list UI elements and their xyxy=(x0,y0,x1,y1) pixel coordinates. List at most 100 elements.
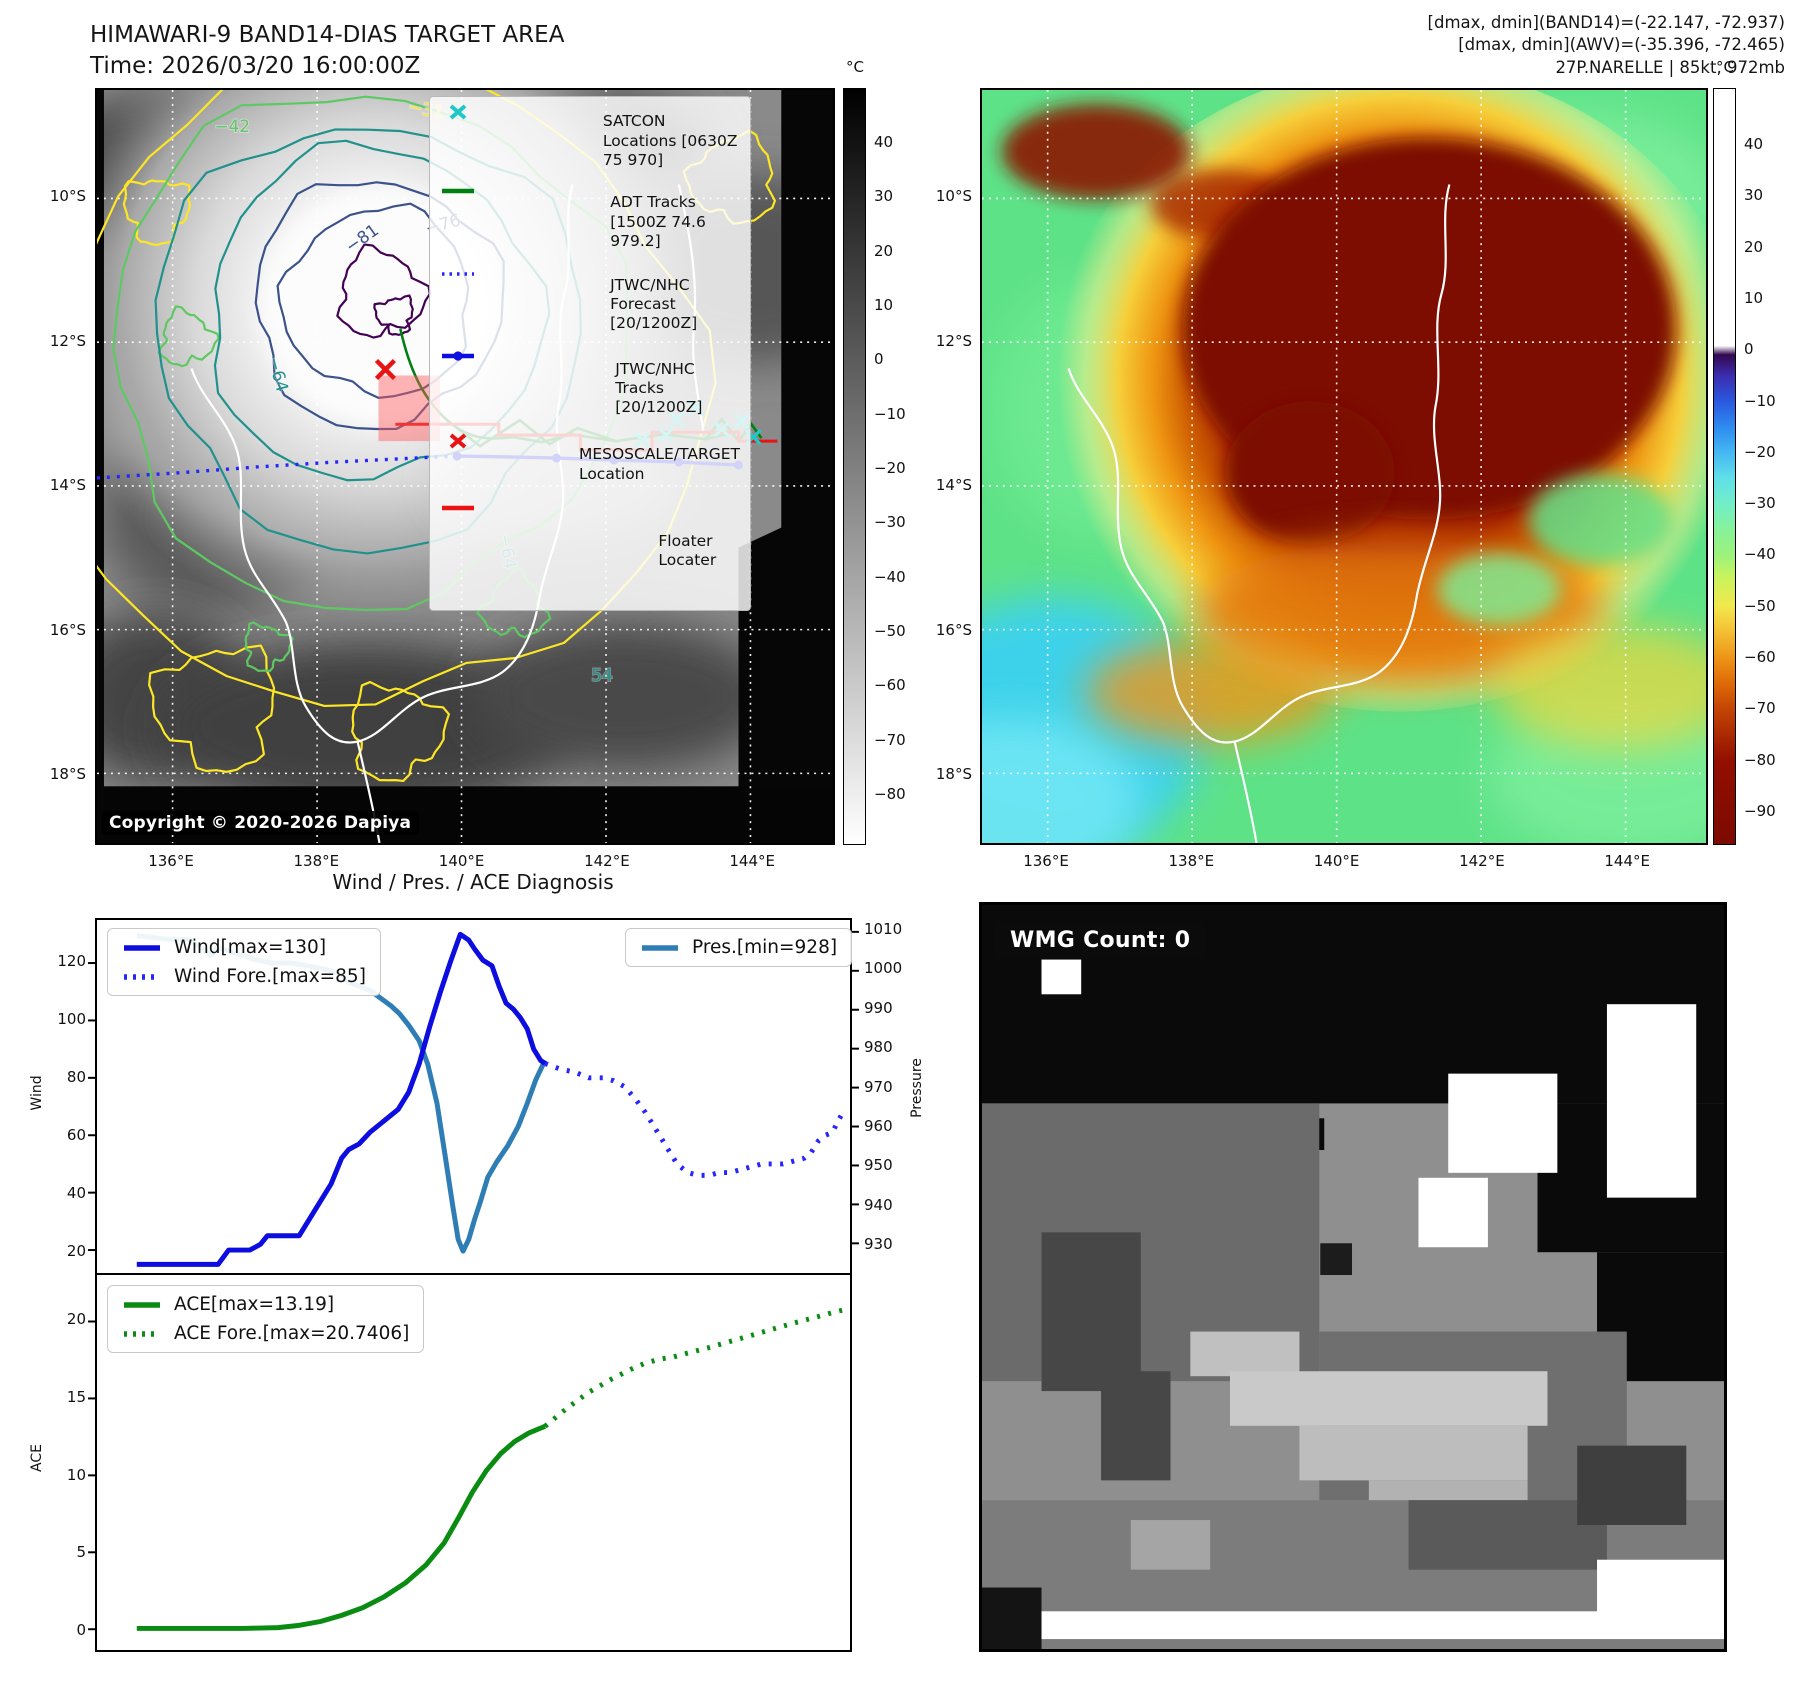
legend-item: Floater Locater xyxy=(440,499,740,604)
band14-colorbar-tick-label: −80 xyxy=(874,784,906,803)
legend-label: ACE Fore.[max=20.7406] xyxy=(174,1323,410,1344)
legend-label: Pres.[min=928] xyxy=(692,937,838,958)
legend-item: JTWC/NHC Tracks [20/1200Z] xyxy=(440,347,740,430)
pressure-y-tick-label: 990 xyxy=(864,998,893,1017)
band14-x-tick-label: 142°E xyxy=(584,852,630,870)
pressure-y-tick-label: 940 xyxy=(864,1195,893,1214)
pressure-y-tick-label: 930 xyxy=(864,1235,893,1253)
x-marker-icon xyxy=(449,433,467,449)
awv-y-tick-label: 14°S xyxy=(935,476,972,494)
awv-map-image xyxy=(982,90,1706,843)
legend-item: Pres.[min=928] xyxy=(640,937,837,958)
awv-y-tick-label: 10°S xyxy=(935,187,972,205)
wmg-count-badge: WMG Count: 0 xyxy=(994,923,1207,958)
awv-satellite-map xyxy=(980,88,1708,845)
wind-y-tick-label: 120 xyxy=(57,951,86,970)
info-storm-status: 27P.NARELLE | 85kt, 972mb xyxy=(1555,57,1785,77)
legend-label: ACE[max=13.19] xyxy=(174,1294,335,1315)
line-icon xyxy=(124,944,160,951)
mesoscale-target-marker-icon xyxy=(374,358,396,381)
awv-x-tick-label: 140°E xyxy=(1313,852,1360,870)
contour-line xyxy=(244,621,294,673)
band14-colorbar-tick-label: 10 xyxy=(874,295,894,314)
pressure-y-tick-label: 1000 xyxy=(864,959,903,978)
ace-series-line xyxy=(136,1424,546,1631)
pressure-legend: Pres.[min=928] xyxy=(625,928,853,967)
ace-forecast-series-line xyxy=(543,1307,844,1429)
coastline xyxy=(1067,184,1451,843)
legend-item: MESOSCALE/TARGET Location xyxy=(440,432,740,497)
header-info: [dmax, dmin](BAND14)=(-22.147, -72.937) … xyxy=(1428,12,1785,79)
band14-x-tick-label: 140°E xyxy=(438,852,485,870)
band14-colorbar-tick-label: 0 xyxy=(874,350,884,369)
dotted-line-icon xyxy=(442,271,474,276)
pressure-y-tick-label: 1010 xyxy=(864,920,903,938)
x-marker-icon xyxy=(449,104,467,120)
band14-x-tick-label: 144°E xyxy=(729,852,775,870)
copyright-text: Copyright © 2020-2026 Dapiya xyxy=(101,811,420,835)
ace-legend: ACE[max=13.19] ACE Fore.[max=20.7406] xyxy=(107,1285,425,1353)
band14-colorbar-tick-label: −30 xyxy=(874,513,906,532)
ace-axis-label: ACE xyxy=(29,1444,45,1472)
band14-colorbar-tick-label: 40 xyxy=(874,133,894,151)
legend-label: Floater Locater xyxy=(658,532,717,570)
band14-colorbar-tick-label: −50 xyxy=(874,621,906,640)
legend-item: ACE[max=13.19] xyxy=(122,1294,409,1315)
legend-label: JTWC/NHC Forecast [20/1200Z] xyxy=(610,275,698,333)
awv-colorbar-tick-label: −90 xyxy=(1744,802,1776,821)
ace-y-tick-label: 20 xyxy=(66,1310,86,1328)
awv-x-tick-label: 138°E xyxy=(1168,852,1215,870)
wind-series-line xyxy=(136,931,547,1267)
band14-x-tick-label: 138°E xyxy=(293,852,340,870)
ace-y-tick-label: 5 xyxy=(76,1543,86,1562)
awv-colorbar-tick-label: −10 xyxy=(1744,391,1776,410)
line-icon xyxy=(442,188,474,194)
pressure-y-tick-label: 980 xyxy=(864,1038,893,1057)
wmg-image-panel: WMG Count: 0 xyxy=(979,902,1727,1652)
band14-colorbar-unit: °C xyxy=(846,58,864,76)
legend-item: ADT Tracks [1500Z 74.6 979.2] xyxy=(440,182,740,263)
pressure-y-tick-label: 950 xyxy=(864,1156,893,1175)
line-with-dot-icon xyxy=(442,351,474,361)
contour-line xyxy=(276,202,470,399)
contour-line xyxy=(148,644,276,773)
contour-line xyxy=(373,294,414,336)
legend-label: ADT Tracks [1500Z 74.6 979.2] xyxy=(610,193,706,250)
awv-x-tick-label: 142°E xyxy=(1459,852,1505,870)
band14-legend: SATCON Locations [0630Z 75 970] ADT Track… xyxy=(429,96,751,611)
awv-moisture-field xyxy=(982,90,1706,843)
legend-label: SATCON Locations [0630Z 75 970] xyxy=(602,112,738,170)
band14-colorbar-tick-label: −10 xyxy=(874,404,906,423)
legend-item: Wind Fore.[max=85] xyxy=(122,966,366,987)
wind-y-tick-label: 20 xyxy=(66,1241,86,1260)
ace-plot-area xyxy=(88,1307,844,1631)
awv-colorbar-tick-label: −20 xyxy=(1744,442,1776,461)
awv-colorbar xyxy=(1713,88,1736,845)
band14-colorbar-tick-label: 20 xyxy=(874,241,894,260)
wind-legend: Wind[max=130] Wind Fore.[max=85] xyxy=(107,928,381,996)
legend-item: Wind[max=130] xyxy=(122,937,366,958)
ace-y-tick-label: 10 xyxy=(66,1465,86,1484)
band14-y-tick-label: 16°S xyxy=(49,620,86,639)
info-band14-range: [dmax, dmin](BAND14)=(-22.147, -72.937) xyxy=(1427,13,1785,32)
title-line1: HIMAWARI-9 BAND14-DIAS TARGET AREA xyxy=(90,22,565,48)
awv-x-tick-label: 144°E xyxy=(1604,852,1650,870)
awv-colorbar-tick-label: −50 xyxy=(1744,596,1776,615)
line-icon xyxy=(442,505,474,511)
wind-y-tick-label: 100 xyxy=(57,1009,86,1028)
band14-colorbar xyxy=(843,88,866,845)
legend-label: JTWC/NHC Tracks [20/1200Z] xyxy=(615,359,703,417)
awv-x-tick-label: 136°E xyxy=(1023,852,1069,870)
awv-colorbar-tick-label: 10 xyxy=(1744,288,1764,307)
contour-label: 54 xyxy=(591,665,612,685)
line-icon xyxy=(642,944,678,951)
awv-colorbar-tick-label: 30 xyxy=(1744,186,1764,205)
wind-forecast-series-line xyxy=(544,1061,846,1178)
pressure-y-tick-label: 970 xyxy=(864,1077,893,1096)
legend-label: MESOSCALE/TARGET Location xyxy=(578,445,740,483)
awv-colorbar-tick-label: −60 xyxy=(1744,648,1776,667)
awv-colorbar-tick-label: −80 xyxy=(1744,750,1776,769)
ace-y-tick-label: 15 xyxy=(66,1387,86,1406)
contour-line xyxy=(157,305,220,368)
